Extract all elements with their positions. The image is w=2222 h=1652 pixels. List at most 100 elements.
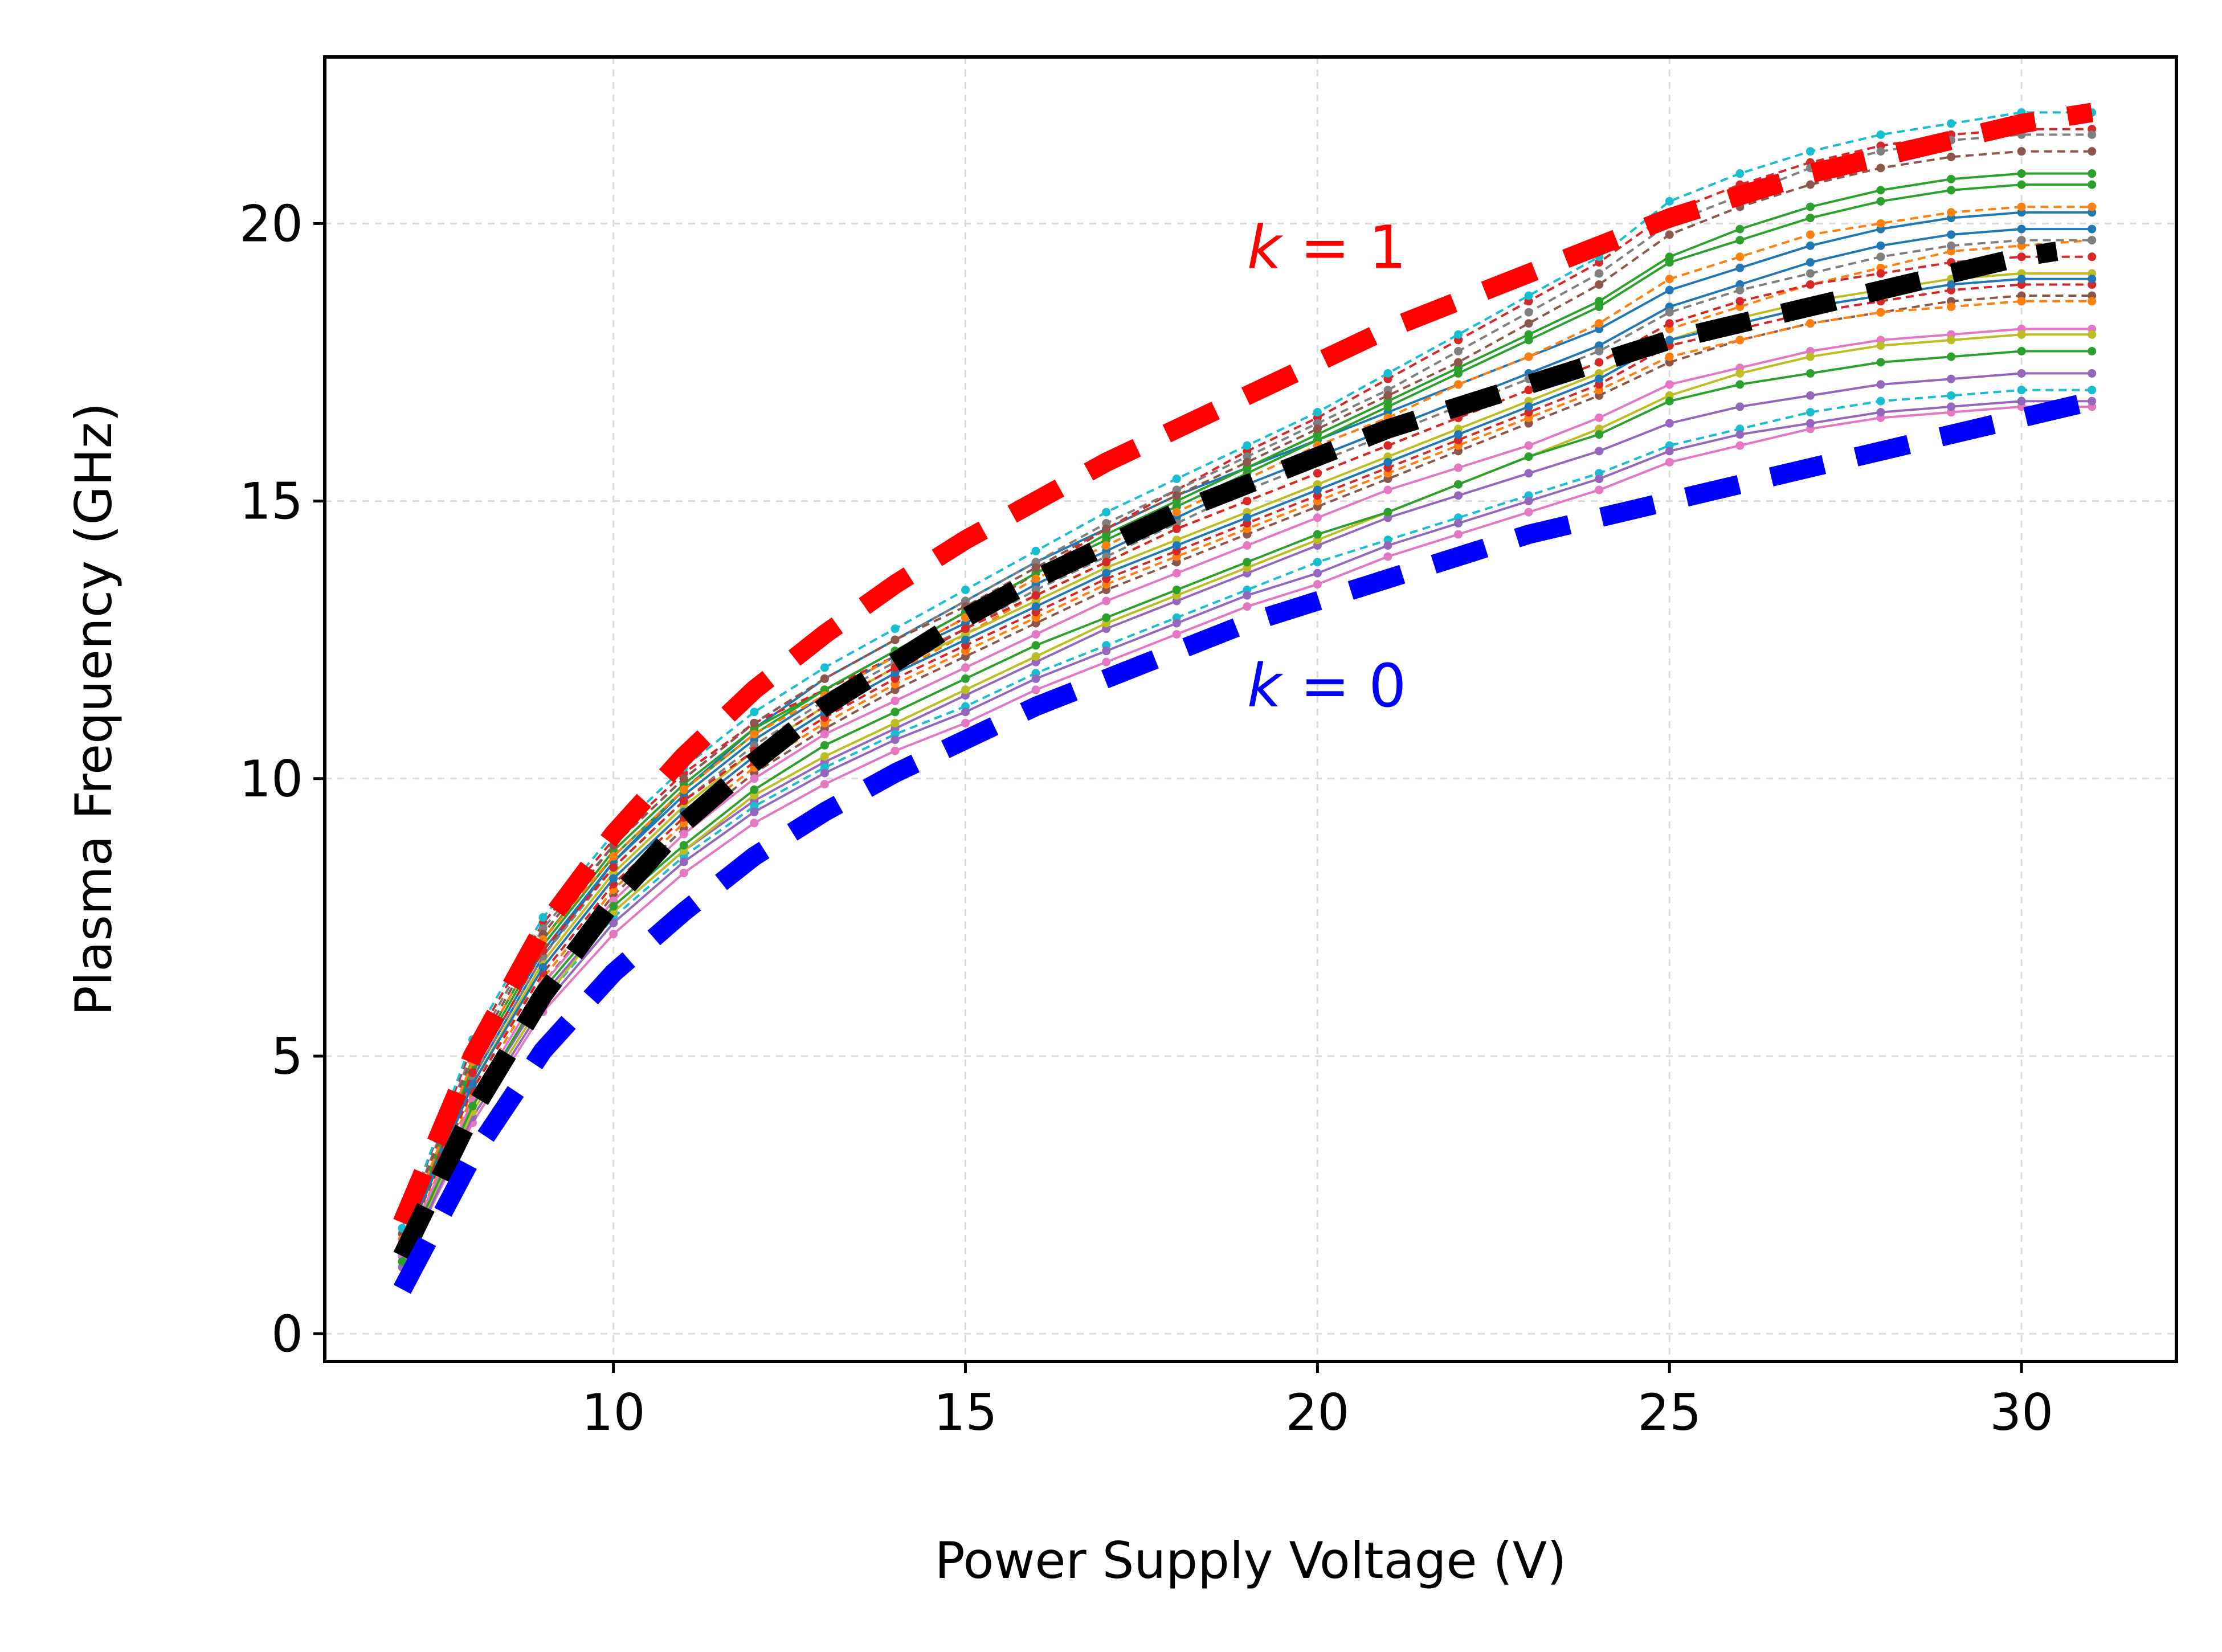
data-point bbox=[1524, 402, 1533, 411]
data-point bbox=[1806, 391, 1815, 400]
data-point bbox=[1102, 647, 1111, 656]
data-point bbox=[1383, 552, 1392, 561]
data-point bbox=[679, 796, 688, 805]
data-point bbox=[1595, 413, 1604, 422]
data-point bbox=[679, 774, 688, 783]
data-point bbox=[1524, 497, 1533, 506]
data-point bbox=[1665, 319, 1674, 328]
data-point bbox=[1947, 230, 1956, 239]
data-point bbox=[1595, 302, 1604, 312]
data-point bbox=[1735, 402, 1745, 411]
data-point bbox=[1243, 497, 1252, 506]
data-point bbox=[1806, 202, 1815, 211]
data-point bbox=[2017, 369, 2026, 378]
data-point bbox=[1102, 524, 1111, 533]
data-point bbox=[1102, 657, 1111, 666]
x-axis-title: Power Supply Voltage (V) bbox=[935, 1531, 1567, 1590]
data-point bbox=[2017, 202, 2026, 211]
data-point bbox=[1383, 485, 1392, 494]
data-point bbox=[1031, 685, 1040, 694]
bound-line-mean bbox=[393, 242, 2058, 1261]
data-point bbox=[1876, 147, 1885, 156]
data-point bbox=[1454, 380, 1463, 389]
data-point bbox=[1806, 230, 1815, 239]
data-point bbox=[1947, 241, 1956, 250]
data-point bbox=[1243, 541, 1252, 550]
x-tick-label: 20 bbox=[1285, 1383, 1349, 1442]
data-point bbox=[1665, 230, 1674, 239]
data-point bbox=[1876, 308, 1885, 317]
data-point bbox=[1876, 252, 1885, 261]
data-point bbox=[1595, 269, 1604, 278]
y-tick-label: 0 bbox=[271, 1305, 303, 1363]
data-point bbox=[1595, 430, 1604, 439]
data-point bbox=[1454, 430, 1463, 439]
data-point bbox=[1031, 546, 1040, 555]
data-point bbox=[2088, 252, 2097, 261]
data-point bbox=[1806, 319, 1815, 328]
data-point bbox=[750, 730, 759, 739]
data-point bbox=[1172, 508, 1181, 517]
bound-line-k0 bbox=[393, 391, 2094, 1294]
data-point bbox=[1454, 480, 1463, 489]
data-point bbox=[1454, 519, 1463, 528]
data-point bbox=[1735, 169, 1745, 178]
data-point bbox=[1524, 386, 1533, 395]
data-point bbox=[961, 718, 970, 727]
data-point bbox=[1454, 330, 1463, 339]
y-tick-label: 5 bbox=[271, 1027, 303, 1086]
data-point bbox=[1172, 491, 1181, 500]
data-point bbox=[1383, 402, 1392, 411]
data-point bbox=[1524, 441, 1533, 450]
data-point bbox=[1665, 336, 1674, 345]
data-point bbox=[820, 663, 829, 672]
data-point bbox=[1947, 302, 1956, 312]
data-point bbox=[1313, 558, 1322, 567]
data-point bbox=[609, 902, 618, 911]
data-point bbox=[1735, 369, 1745, 378]
data-point bbox=[2088, 330, 2097, 339]
data-point bbox=[1454, 463, 1463, 472]
data-point bbox=[1876, 130, 1885, 139]
data-point bbox=[1243, 591, 1252, 600]
data-point bbox=[1031, 591, 1040, 600]
data-point bbox=[1454, 369, 1463, 378]
data-point bbox=[1735, 285, 1745, 295]
data-point bbox=[1243, 558, 1252, 567]
data-point bbox=[2017, 180, 2026, 189]
data-point bbox=[1735, 336, 1745, 345]
plot-frame bbox=[323, 55, 2178, 1363]
data-point bbox=[1876, 408, 1885, 417]
data-point bbox=[891, 718, 900, 727]
data-point bbox=[1806, 241, 1815, 250]
data-point bbox=[750, 807, 759, 816]
data-point bbox=[961, 635, 970, 644]
data-point bbox=[1665, 275, 1674, 284]
data-point bbox=[1876, 197, 1885, 206]
data-point bbox=[2017, 275, 2026, 284]
data-point bbox=[1806, 369, 1815, 378]
data-point bbox=[820, 730, 829, 739]
data-point bbox=[1313, 580, 1322, 589]
data-point bbox=[891, 746, 900, 755]
data-point bbox=[679, 857, 688, 866]
data-point bbox=[1876, 341, 1885, 350]
data-point bbox=[1524, 308, 1533, 317]
data-point bbox=[2088, 130, 2097, 139]
data-point bbox=[1031, 602, 1040, 611]
data-point bbox=[1383, 508, 1392, 517]
data-point bbox=[750, 718, 759, 727]
x-tick-label: 30 bbox=[1990, 1383, 2053, 1442]
data-point bbox=[2017, 386, 2026, 395]
axes-ticks: 10 15 20 25 30 0 5 10 15 20 bbox=[239, 194, 2053, 1442]
data-point bbox=[1595, 374, 1604, 383]
x-tick-label: 15 bbox=[934, 1383, 998, 1442]
annotation-variable: k bbox=[1247, 212, 1284, 282]
data-point bbox=[1947, 152, 1956, 161]
data-point bbox=[1735, 236, 1745, 245]
data-point bbox=[1876, 358, 1885, 367]
data-point bbox=[1806, 147, 1815, 156]
data-point bbox=[1947, 208, 1956, 217]
data-point bbox=[750, 785, 759, 794]
